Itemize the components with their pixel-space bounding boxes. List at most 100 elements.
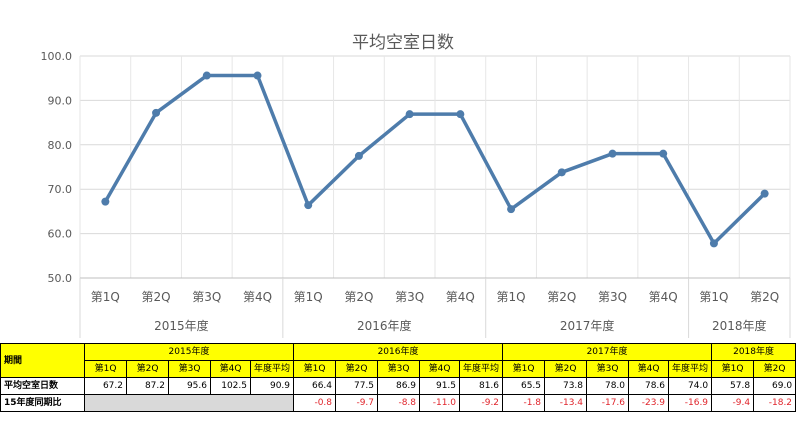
- table-value-cell: 65.5: [502, 377, 546, 395]
- table-value-cell: 77.5: [335, 377, 379, 395]
- table-yoy-cell: -8.8: [377, 394, 421, 412]
- table-value-cell: 86.9: [377, 377, 421, 395]
- table-quarter-header: 第1Q: [84, 360, 127, 378]
- table-quarter-header: 第1Q: [293, 360, 337, 378]
- x-tick-label: 第2Q: [547, 290, 576, 304]
- x-group-label: 2018年度: [712, 318, 767, 333]
- table-value-cell: 95.6: [168, 377, 211, 395]
- y-tick-label: 60.0: [48, 228, 73, 241]
- table-quarter-header: 第2Q: [753, 360, 797, 378]
- data-point: [557, 168, 566, 177]
- table-yoy-cell: -11.0: [419, 394, 461, 412]
- table-blank-cell: [83, 394, 295, 412]
- table-yoy-cell: -1.8: [502, 394, 546, 412]
- data-point: [760, 189, 769, 198]
- table-year-header: 2016年度: [293, 343, 504, 361]
- x-group-label: 2017年度: [560, 318, 615, 333]
- x-group-label: 2015年度: [154, 318, 209, 333]
- x-tick-label: 第3Q: [598, 290, 627, 304]
- table-value-cell: 81.6: [459, 377, 504, 395]
- data-point: [709, 239, 718, 248]
- table-yoy-row: 15年度同期比 -0.8 -9.7 -8.8 -11.0 -9.2 -1.8 -13.4 -1…: [0, 394, 797, 412]
- x-tick-label: 第1Q: [699, 290, 728, 304]
- table-quarter-row: 第1Q 第2Q 第3Q 第4Q 年度平均 第1Q 第2Q 第3Q 第4Q 年度平均 第1Q 第2Q 第3…: [1, 360, 797, 378]
- data-point: [202, 71, 211, 80]
- data-point: [304, 201, 313, 210]
- data-point: [507, 205, 516, 214]
- x-tick-label: 第2Q: [750, 290, 779, 304]
- data-point: [405, 110, 414, 119]
- table-quarter-header: 第3Q: [586, 360, 630, 378]
- table-quarter-header: 第4Q: [419, 360, 461, 378]
- table-yoy-cell: -23.9: [628, 394, 670, 412]
- data-point: [101, 197, 110, 206]
- table-values-row: 平均空室日数 67.2 87.2 95.6 102.5 90.9 66.4 77.5 86.9…: [0, 377, 797, 395]
- x-tick-label: 第3Q: [192, 290, 221, 304]
- y-tick-label: 70.0: [48, 183, 73, 196]
- table-quarter-header: 第4Q: [210, 360, 251, 378]
- row-label-avg-vacancy: 平均空室日数: [0, 377, 85, 395]
- period-header: 期間: [0, 343, 85, 378]
- table-value-cell: 73.8: [544, 377, 588, 395]
- data-point: [608, 149, 617, 158]
- table-yoy-cell: -9.2: [459, 394, 504, 412]
- table-year-header: 2017年度: [502, 343, 713, 361]
- table-yoy-cell: -9.4: [711, 394, 755, 412]
- y-tick-label: 100.0: [41, 50, 73, 63]
- table-yoy-cell: -16.9: [668, 394, 713, 412]
- line-chart: 平均空室日数 50.0 60.0 70.0 80.0 90.0 100.0 第1Q 第2Q 第…: [41, 33, 791, 338]
- table-year-row: 期間 2015年度 2016年度 2017年度 2018年度: [0, 343, 797, 378]
- table-yoy-cell: -13.4: [544, 394, 588, 412]
- table-year-header: 2015年度: [83, 343, 295, 361]
- series-line: [103, 73, 766, 246]
- table-value-cell: 66.4: [293, 377, 337, 395]
- data-point: [659, 149, 668, 158]
- data-point: [456, 110, 465, 119]
- x-tick-label: 第1Q: [91, 290, 120, 304]
- x-tick-label: 第2Q: [142, 290, 171, 304]
- x-tick-label: 第1Q: [294, 290, 323, 304]
- table-value-cell: 69.0: [753, 377, 797, 395]
- table-value-cell: 57.8: [711, 377, 755, 395]
- table-quarter-header: 第1Q: [502, 360, 546, 378]
- x-tick-label: 第1Q: [497, 290, 526, 304]
- y-tick-label: 50.0: [48, 272, 73, 285]
- table-yoy-cell: -0.8: [293, 394, 337, 412]
- table-yoy-cell: -18.2: [753, 394, 797, 412]
- table-quarter-header: 第3Q: [377, 360, 421, 378]
- table-quarter-header: 年度平均: [459, 360, 504, 378]
- table-year-header: 2018年度: [711, 343, 797, 361]
- y-tick-label: 80.0: [48, 139, 73, 152]
- x-tick-label: 第4Q: [649, 290, 678, 304]
- table-value-cell: 90.9: [249, 377, 295, 395]
- table-quarter-header: 第2Q: [126, 360, 169, 378]
- x-tick-label: 第4Q: [243, 290, 272, 304]
- table-quarter-header: 年度平均: [249, 360, 295, 378]
- table-quarter-header: 第2Q: [544, 360, 588, 378]
- x-tick-label: 第3Q: [395, 290, 424, 304]
- y-tick-label: 90.0: [48, 94, 73, 107]
- data-point: [152, 108, 161, 117]
- table-quarter-header: 第3Q: [168, 360, 211, 378]
- table-yoy-cell: -17.6: [586, 394, 630, 412]
- data-point: [253, 71, 262, 80]
- table-yoy-cell: -9.7: [335, 394, 379, 412]
- data-table: 期間 2015年度 2016年度 2017年度 2018年度 第1Q 第2Q 第3Q 第4Q…: [0, 343, 797, 412]
- row-label-yoy: 15年度同期比: [0, 394, 85, 412]
- table-value-cell: 78.0: [586, 377, 630, 395]
- x-tick-label: 第2Q: [344, 290, 373, 304]
- table-value-cell: 74.0: [668, 377, 713, 395]
- x-tick-label: 第4Q: [446, 290, 475, 304]
- data-point: [354, 151, 363, 160]
- table-quarter-header: 年度平均: [668, 360, 713, 378]
- table-value-cell: 67.2: [84, 377, 127, 395]
- chart-title: 平均空室日数: [352, 33, 454, 53]
- table-value-cell: 78.6: [628, 377, 670, 395]
- table-quarter-header: 第4Q: [628, 360, 670, 378]
- table-quarter-header: 第2Q: [335, 360, 379, 378]
- table-value-cell: 102.5: [210, 377, 251, 395]
- table-quarter-header: 第1Q: [711, 360, 755, 378]
- table-value-cell: 87.2: [126, 377, 169, 395]
- x-group-label: 2016年度: [357, 318, 412, 333]
- table-value-cell: 91.5: [419, 377, 461, 395]
